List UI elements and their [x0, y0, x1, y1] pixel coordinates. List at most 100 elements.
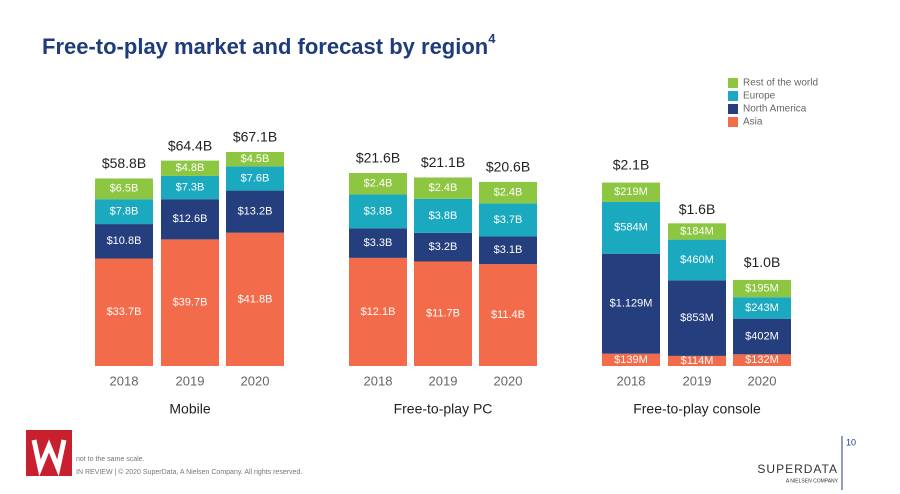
chart-title: Mobile [169, 401, 210, 417]
value-label: $2.4B [429, 182, 458, 194]
value-label: $13.2B [238, 206, 273, 218]
bar-segment [479, 181, 537, 204]
value-label: $12.1B [361, 306, 396, 318]
value-label: $460M [680, 254, 714, 266]
value-label: $10.8B [107, 235, 142, 247]
x-tick-label: 2018 [364, 373, 393, 388]
bar-segment [602, 253, 660, 354]
bar-segment [733, 297, 791, 319]
chart-title: Free-to-play console [633, 401, 761, 417]
x-tick-label: 2020 [241, 373, 270, 388]
value-label: $3.7B [494, 214, 523, 226]
footnote: not to the same scale. [76, 456, 145, 463]
bar-segment [479, 264, 537, 366]
bar-segment [414, 232, 472, 262]
legend-label: Rest of the world [743, 78, 818, 89]
copyright: IN REVIEW | © 2020 SuperData, A Nielsen … [76, 468, 302, 476]
value-label: $2.4B [364, 178, 393, 190]
chart-title: Free-to-play PC [394, 401, 493, 417]
value-label: $402M [745, 330, 779, 342]
value-label: $7.8B [110, 206, 139, 218]
total-label: $1.0B [744, 254, 781, 270]
x-tick-label: 2019 [429, 373, 458, 388]
bar-segment [161, 199, 219, 240]
bar-segment [161, 175, 219, 200]
bar-segment [349, 228, 407, 258]
legend-swatch [728, 117, 738, 127]
legend-label: North America [743, 104, 807, 115]
legend-label: Europe [743, 91, 776, 102]
bar-segment [226, 190, 284, 233]
value-label: $3.2B [429, 241, 458, 253]
total-label: $2.1B [613, 157, 650, 173]
value-label: $3.8B [364, 205, 393, 217]
x-tick-label: 2019 [683, 373, 712, 388]
bar-segment [479, 203, 537, 237]
value-label: $11.4B [491, 309, 525, 321]
bar-segment [349, 173, 407, 195]
total-label: $1.6B [679, 201, 716, 217]
x-tick-label: 2019 [176, 373, 205, 388]
value-label: $3.1B [494, 244, 523, 256]
title-text: Free-to-play market and forecast by regi… [42, 34, 488, 59]
value-label: $4.8B [176, 162, 205, 174]
bar-segment [733, 318, 791, 355]
bar-segment [668, 239, 726, 281]
total-label: $21.1B [421, 154, 465, 170]
value-label: $184M [680, 225, 714, 237]
value-label: $7.3B [176, 181, 205, 193]
value-label: $114M [681, 355, 714, 367]
legend-swatch [728, 104, 738, 114]
bar-segment [733, 354, 791, 366]
bar-segment [414, 177, 472, 199]
bar-segment [226, 166, 284, 191]
x-tick-label: 2020 [748, 373, 777, 388]
value-label: $3.8B [429, 210, 458, 222]
value-label: $12.6B [173, 213, 208, 225]
logo-mark [31, 439, 67, 477]
value-label: $41.8B [238, 293, 273, 305]
total-label: $67.1B [233, 129, 277, 145]
value-label: $3.3B [364, 237, 393, 249]
bar-segment [349, 257, 407, 366]
total-label: $20.6B [486, 159, 530, 175]
title-note: 4 [488, 31, 496, 46]
bar-segment [668, 223, 726, 240]
value-label: $243M [745, 302, 779, 314]
value-label: $195M [745, 282, 779, 294]
value-label: $6.5B [110, 183, 139, 195]
bar-segment [349, 194, 407, 229]
bar-segment [602, 353, 660, 366]
value-label: $4.5B [241, 153, 270, 165]
value-label: $584M [614, 222, 648, 234]
legend-swatch [728, 78, 738, 88]
x-tick-label: 2020 [494, 373, 523, 388]
bar-segment [95, 178, 153, 200]
value-label: $1.129M [610, 298, 653, 310]
value-label: $139M [614, 354, 648, 366]
bar-segment [226, 152, 284, 167]
bar-segment [95, 258, 153, 366]
brand-sub: A NIELSEN COMPANY [786, 478, 839, 484]
bar-segment [479, 236, 537, 265]
value-label: $11.7B [426, 308, 460, 320]
bar-segment [733, 279, 791, 298]
x-tick-label: 2018 [110, 373, 139, 388]
value-label: $39.7B [173, 297, 208, 309]
bar-segment [602, 182, 660, 202]
value-label: $2.4B [494, 187, 523, 199]
bar-segment [414, 198, 472, 233]
bar-segment [161, 239, 219, 366]
legend-swatch [728, 91, 738, 101]
value-label: $7.6B [241, 172, 270, 184]
brand: SUPERDATA [757, 462, 838, 476]
total-label: $58.8B [102, 155, 146, 171]
value-label: $33.7B [107, 306, 142, 318]
logo [26, 430, 72, 476]
bar-segment [602, 201, 660, 254]
bar-segment [226, 232, 284, 366]
value-label: $219M [614, 186, 648, 198]
x-tick-label: 2018 [617, 373, 646, 388]
bar-segment [95, 199, 153, 225]
